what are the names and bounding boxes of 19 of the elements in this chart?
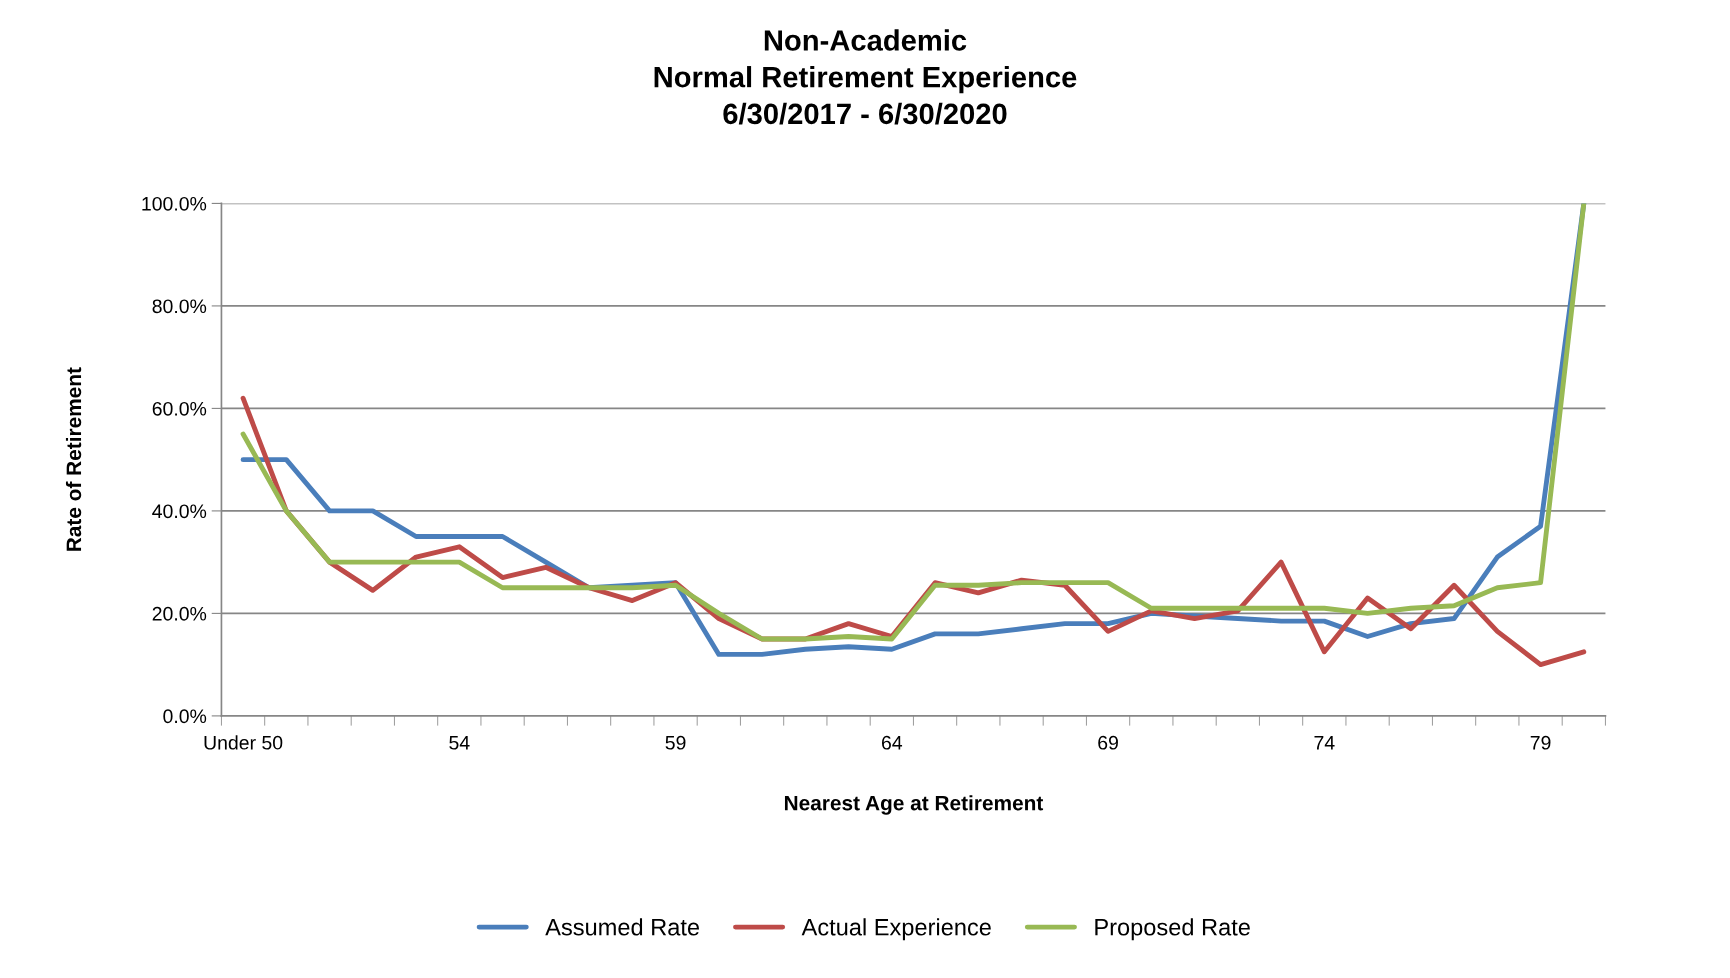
y-tick-label: 20.0% (152, 606, 207, 621)
y-axis-title: Rate of Retirement (65, 367, 82, 551)
legend-label: Assumed Rate (545, 918, 700, 936)
y-tick-label: 100.0% (142, 196, 207, 211)
x-tick-label: 64 (881, 735, 903, 750)
chart-title: Non-Academic Normal Retirement Experience 6/30/2017 - 6/30/2020 (654, 29, 1077, 125)
y-tick-label: 0.0% (163, 709, 207, 724)
y-tick-label: 40.0% (152, 504, 207, 519)
x-tick-label: 54 (449, 736, 470, 750)
x-tick-label: 74 (1314, 736, 1335, 750)
x-axis-title: Nearest Age at Retirement (784, 795, 1044, 815)
x-tick-label: 79 (1530, 735, 1551, 750)
y-tick-label: 80.0% (152, 299, 207, 314)
y-tick-label: 60.0% (152, 401, 207, 416)
legend-label: Actual Experience (801, 918, 991, 941)
legend-label: Proposed Rate (1095, 918, 1250, 941)
x-tick-label: Under 50 (204, 735, 283, 750)
x-tick-label: 69 (1098, 735, 1118, 750)
x-tick-label: 59 (665, 735, 686, 750)
